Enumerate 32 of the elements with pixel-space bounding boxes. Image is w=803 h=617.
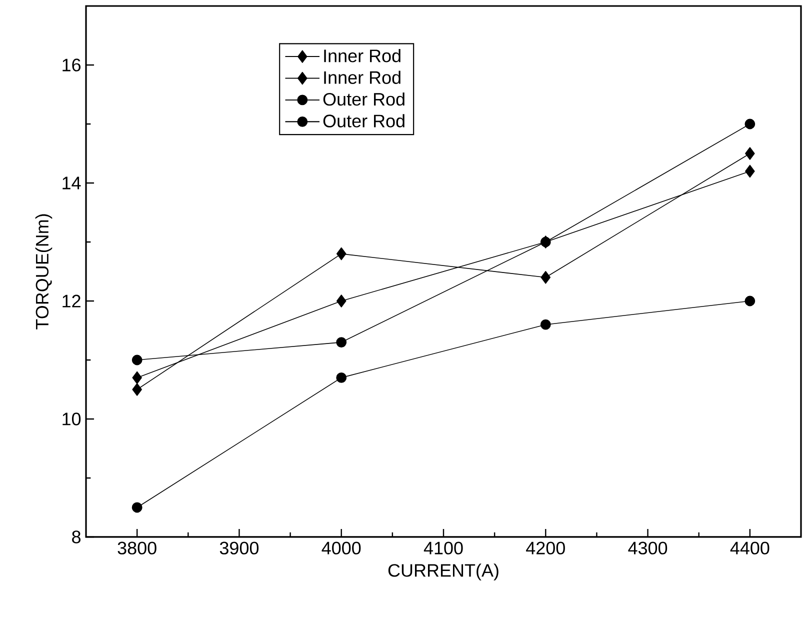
x-tick-label: 3800 — [118, 542, 156, 554]
y-tick-label: 10 — [62, 412, 81, 426]
x-axis-title: CURRENT(A) — [388, 564, 498, 580]
x-tick-label: 4200 — [526, 542, 565, 554]
point — [336, 337, 347, 348]
x-tick-label: 4100 — [424, 542, 463, 554]
point — [132, 383, 142, 396]
point — [132, 354, 142, 366]
x-tick-label: 4000 — [322, 542, 361, 554]
x-tick-label: 4400 — [730, 542, 770, 554]
point — [336, 372, 347, 383]
point — [745, 164, 755, 178]
point — [744, 118, 756, 130]
x-tick-label: 3900 — [220, 542, 259, 554]
legend-label: Outer Rod — [323, 114, 404, 128]
y-tick-label: 14 — [62, 176, 81, 190]
point — [745, 147, 755, 160]
point — [540, 270, 551, 284]
point — [132, 502, 142, 513]
point — [336, 247, 346, 260]
legend-label: Inner Rod — [324, 70, 400, 84]
y-tick-label: 8 — [72, 530, 81, 544]
point — [744, 296, 756, 306]
x-tick-label: 4300 — [628, 542, 668, 554]
point — [336, 294, 346, 308]
y-tick-label: 12 — [62, 294, 80, 308]
y-axis-title: TORQUE(Nm) — [35, 214, 52, 330]
legend-label: Inner Rod — [324, 49, 400, 62]
point — [132, 371, 142, 384]
legend-label: Outer Rod — [323, 92, 404, 106]
point — [540, 319, 551, 330]
y-tick-label: 16 — [62, 58, 81, 72]
